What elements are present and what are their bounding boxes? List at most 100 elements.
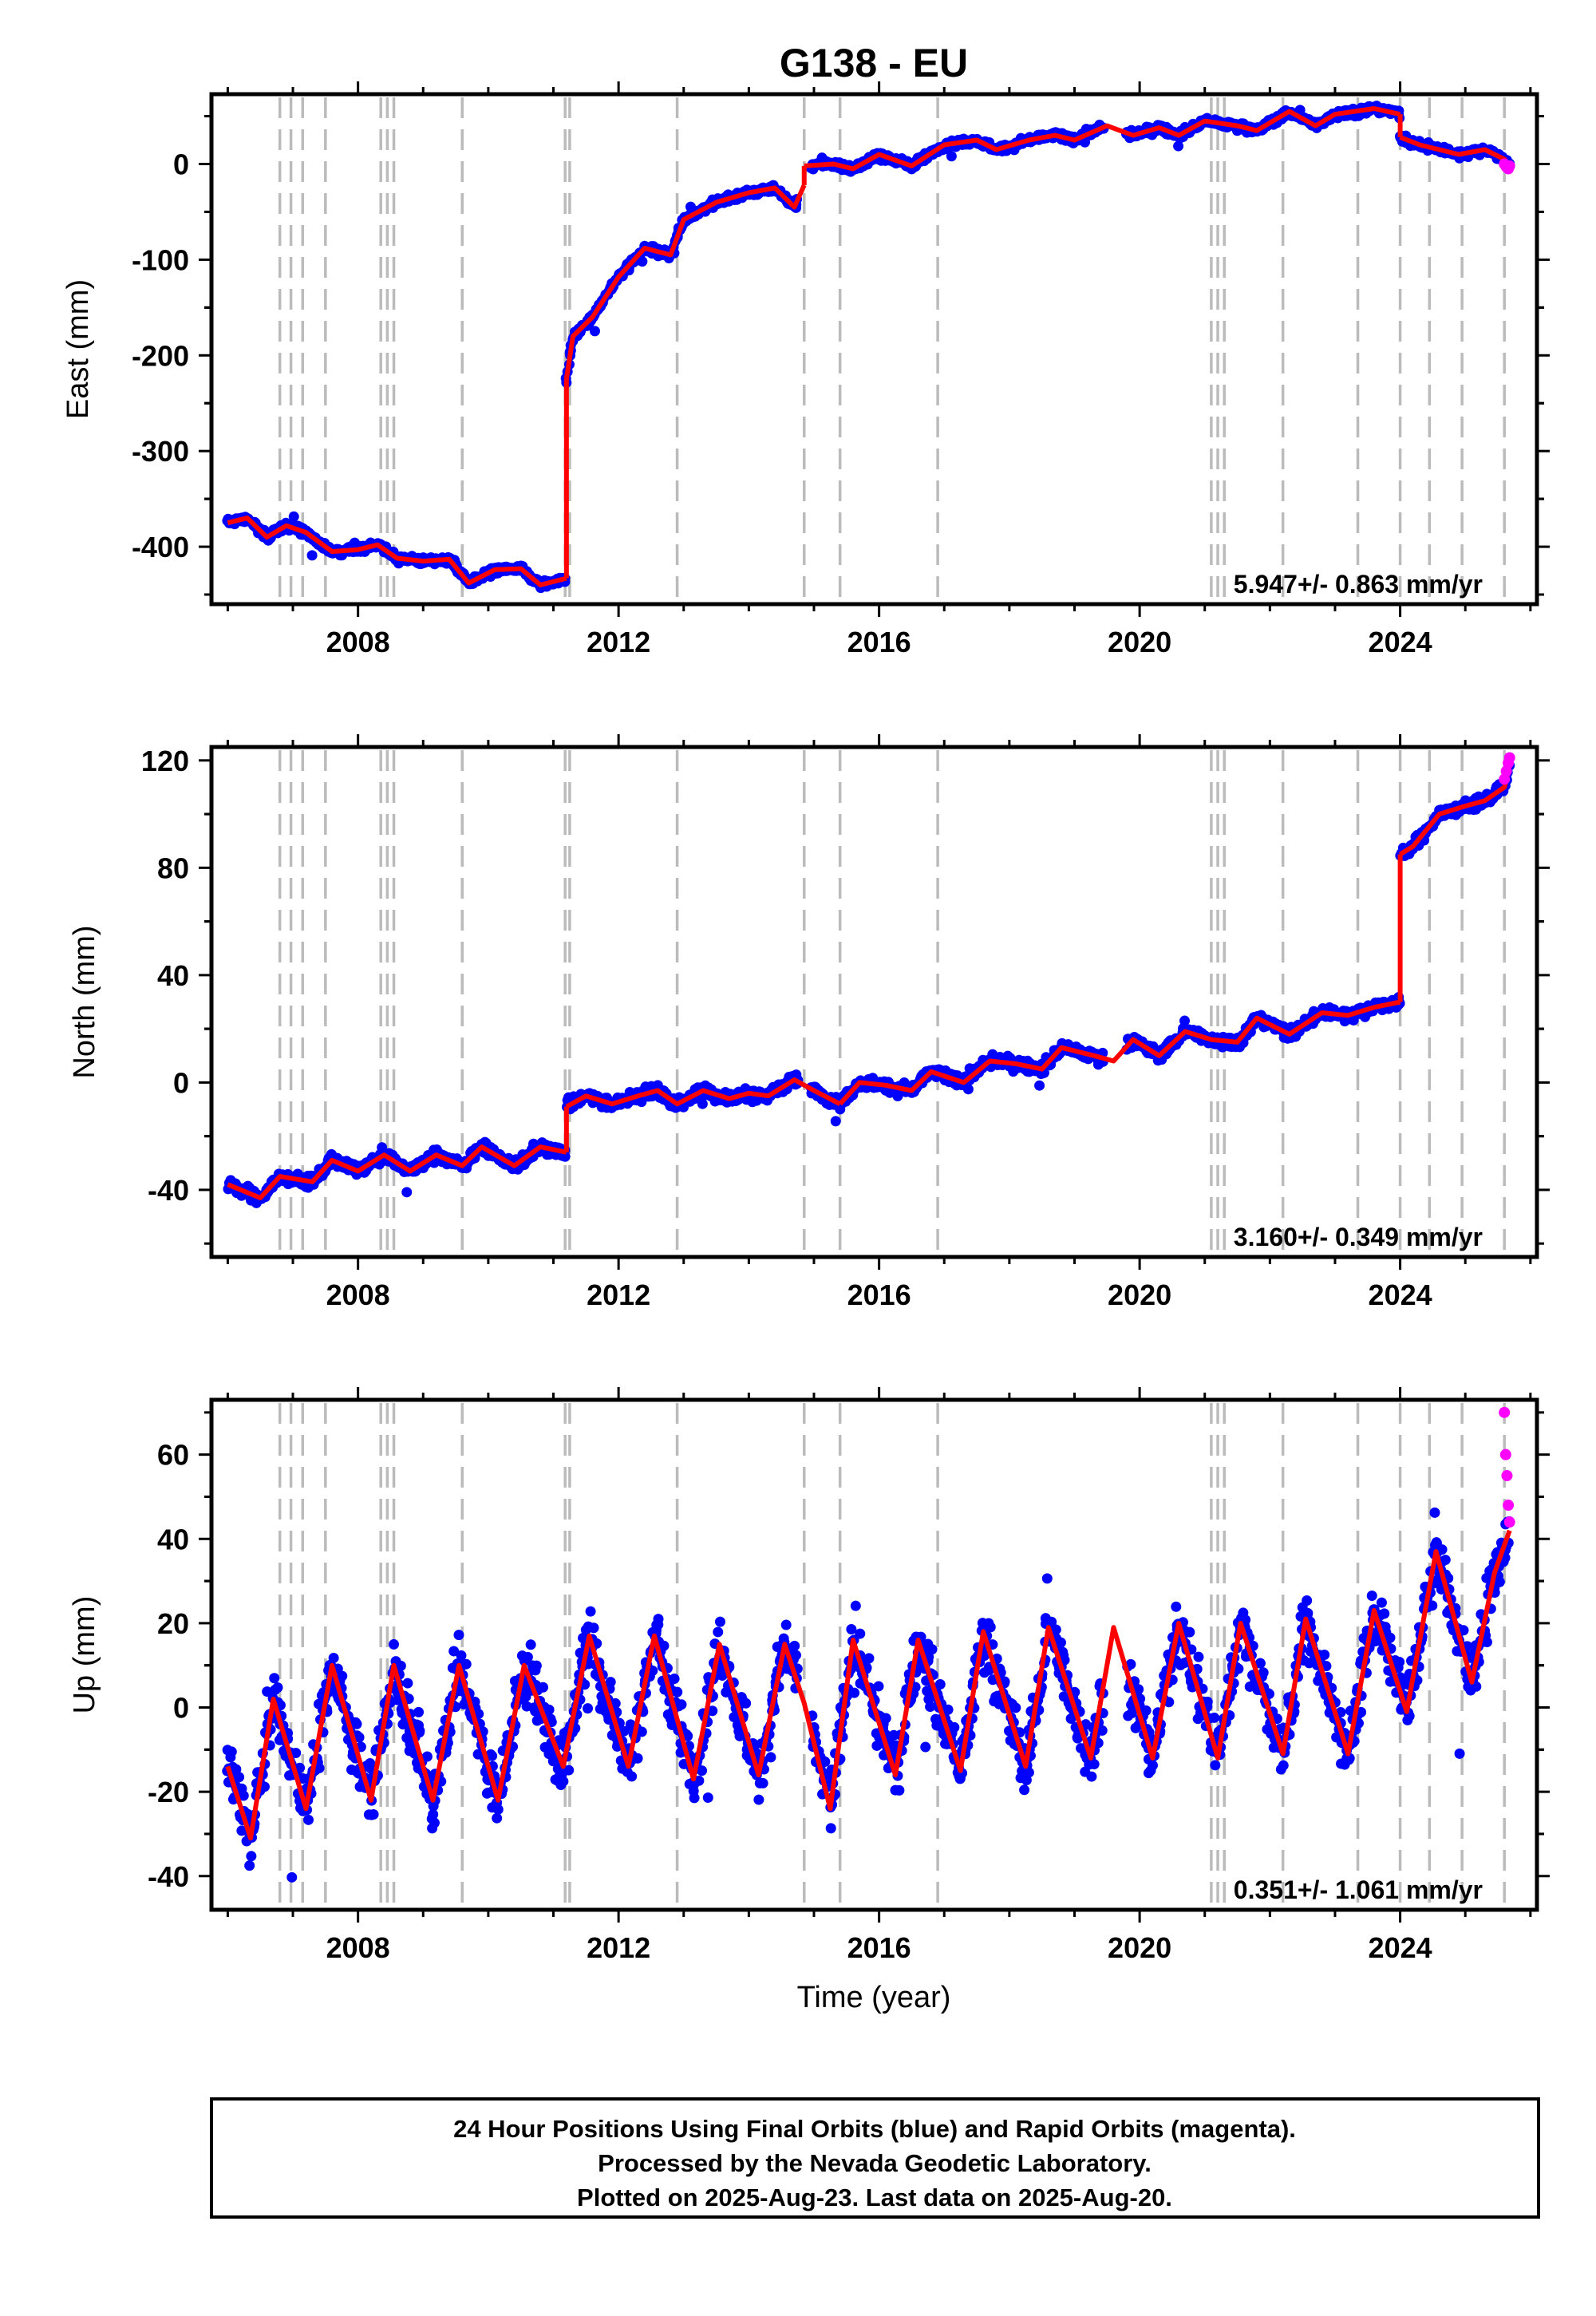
final-orbit-point: [780, 1619, 792, 1630]
final-orbit-point: [559, 1151, 571, 1162]
final-orbit-point: [286, 1871, 298, 1883]
final-orbit-point: [558, 1776, 569, 1787]
final-orbit-point: [846, 1624, 857, 1635]
final-orbit-point: [1023, 1767, 1034, 1778]
model-segment: [804, 106, 1401, 172]
final-orbit-point: [626, 1771, 638, 1782]
final-orbit-point: [368, 1809, 379, 1820]
x-tick-label: 2024: [1369, 626, 1432, 658]
final-orbit-point: [863, 1653, 875, 1664]
x-tick-label: 2016: [847, 1279, 911, 1311]
final-orbit-point: [825, 1823, 836, 1834]
final-orbit-point: [894, 1784, 905, 1796]
rapid-orbit-point: [1503, 160, 1515, 172]
final-orbit-point: [1147, 1760, 1158, 1771]
final-orbit-point: [1055, 1637, 1066, 1648]
final-orbit-point: [1096, 1725, 1108, 1736]
final-orbit-point: [537, 1682, 548, 1693]
x-tick-label: 2016: [847, 626, 911, 658]
final-orbit-point: [585, 1606, 596, 1617]
final-orbit-point: [632, 1753, 643, 1764]
x-tick-label: 2024: [1369, 1279, 1432, 1311]
final-orbit-point: [456, 1650, 467, 1661]
final-orbit-point: [294, 1762, 306, 1773]
final-orbit-point: [246, 1851, 257, 1862]
final-orbit-point: [855, 1628, 866, 1639]
final-orbit-point: [790, 1650, 801, 1661]
final-orbit-point: [1088, 1759, 1100, 1770]
figure-title: G138 - EU: [780, 41, 968, 85]
final-orbit-point: [946, 151, 957, 162]
final-orbit-point: [288, 511, 299, 522]
final-orbit-point: [753, 1794, 764, 1805]
final-orbit-point: [636, 1726, 647, 1737]
final-orbit-point: [583, 1703, 594, 1714]
final-orbit-point: [669, 1674, 680, 1685]
final-orbit-point: [1173, 140, 1184, 152]
final-orbit-point: [962, 1084, 974, 1095]
final-orbit-point: [238, 1790, 249, 1801]
final-orbit-point: [290, 1747, 302, 1758]
final-orbit-point: [1041, 1573, 1053, 1584]
x-tick-label: 2008: [326, 626, 390, 658]
final-orbit-point: [460, 1658, 472, 1670]
final-orbit-point: [714, 1616, 725, 1627]
final-orbit-point: [303, 1814, 314, 1825]
final-orbit-point: [487, 1750, 498, 1761]
model-segment: [227, 1144, 567, 1200]
model-segment: [1399, 765, 1512, 857]
y-tick-label: 120: [141, 745, 189, 777]
final-orbit-point: [830, 1116, 841, 1127]
final-orbit-point: [1050, 1624, 1061, 1635]
plot-frame: [209, 745, 1539, 1259]
final-orbit-point: [401, 1187, 413, 1198]
final-orbit-point: [395, 1660, 406, 1671]
final-orbit-point: [262, 1686, 273, 1697]
final-orbit-point: [231, 1764, 242, 1775]
final-orbit-point: [269, 1673, 280, 1684]
final-orbit-point: [658, 1640, 670, 1651]
final-orbit-point: [676, 1699, 687, 1710]
final-orbit-point: [328, 1652, 339, 1663]
final-orbit-point: [1034, 1080, 1045, 1091]
final-orbit-point: [429, 1817, 440, 1828]
y-tick-label: -400: [132, 531, 189, 563]
model-segment: [227, 516, 567, 587]
final-orbit-point: [765, 1752, 776, 1763]
final-orbit-point: [1010, 1702, 1021, 1713]
y-tick-label: 80: [157, 852, 189, 884]
final-orbit-point: [492, 1812, 503, 1824]
model-line: [227, 765, 1512, 1200]
final-orbit-point: [618, 1725, 630, 1737]
final-orbit-point: [226, 1746, 237, 1757]
x-tick-label: 2008: [326, 1279, 390, 1311]
final-orbit-point: [421, 1751, 433, 1762]
final-orbit-point: [820, 1756, 831, 1767]
x-tick-label: 2020: [1108, 626, 1171, 658]
final-orbit-point: [949, 1721, 960, 1733]
final-orbit-point: [849, 1687, 860, 1698]
event-lines: [278, 750, 1506, 1254]
final-orbit-point: [588, 1622, 599, 1634]
final-orbit-point: [1046, 1616, 1057, 1627]
final-orbit-point: [522, 1651, 533, 1662]
model-line: [227, 106, 1512, 587]
final-orbit-point: [351, 1718, 362, 1729]
y-tick-label: -200: [132, 339, 189, 372]
final-orbit-point: [428, 1809, 439, 1820]
event-lines: [278, 97, 1506, 601]
final-orbit-point: [653, 1614, 664, 1625]
final-orbit-point: [589, 326, 600, 337]
final-orbit-point: [920, 1741, 931, 1753]
x-axis: 2008 2012 2016 2020 2024: [226, 81, 1532, 658]
final-orbit-point: [1086, 1771, 1097, 1782]
x-tick-label: 2020: [1108, 1279, 1171, 1311]
final-orbit-point: [707, 1705, 718, 1717]
final-orbit-point: [850, 1600, 861, 1611]
final-orbit-point: [741, 1697, 752, 1709]
x-axis: 2008 2012 2016 2020 2024: [226, 734, 1532, 1311]
